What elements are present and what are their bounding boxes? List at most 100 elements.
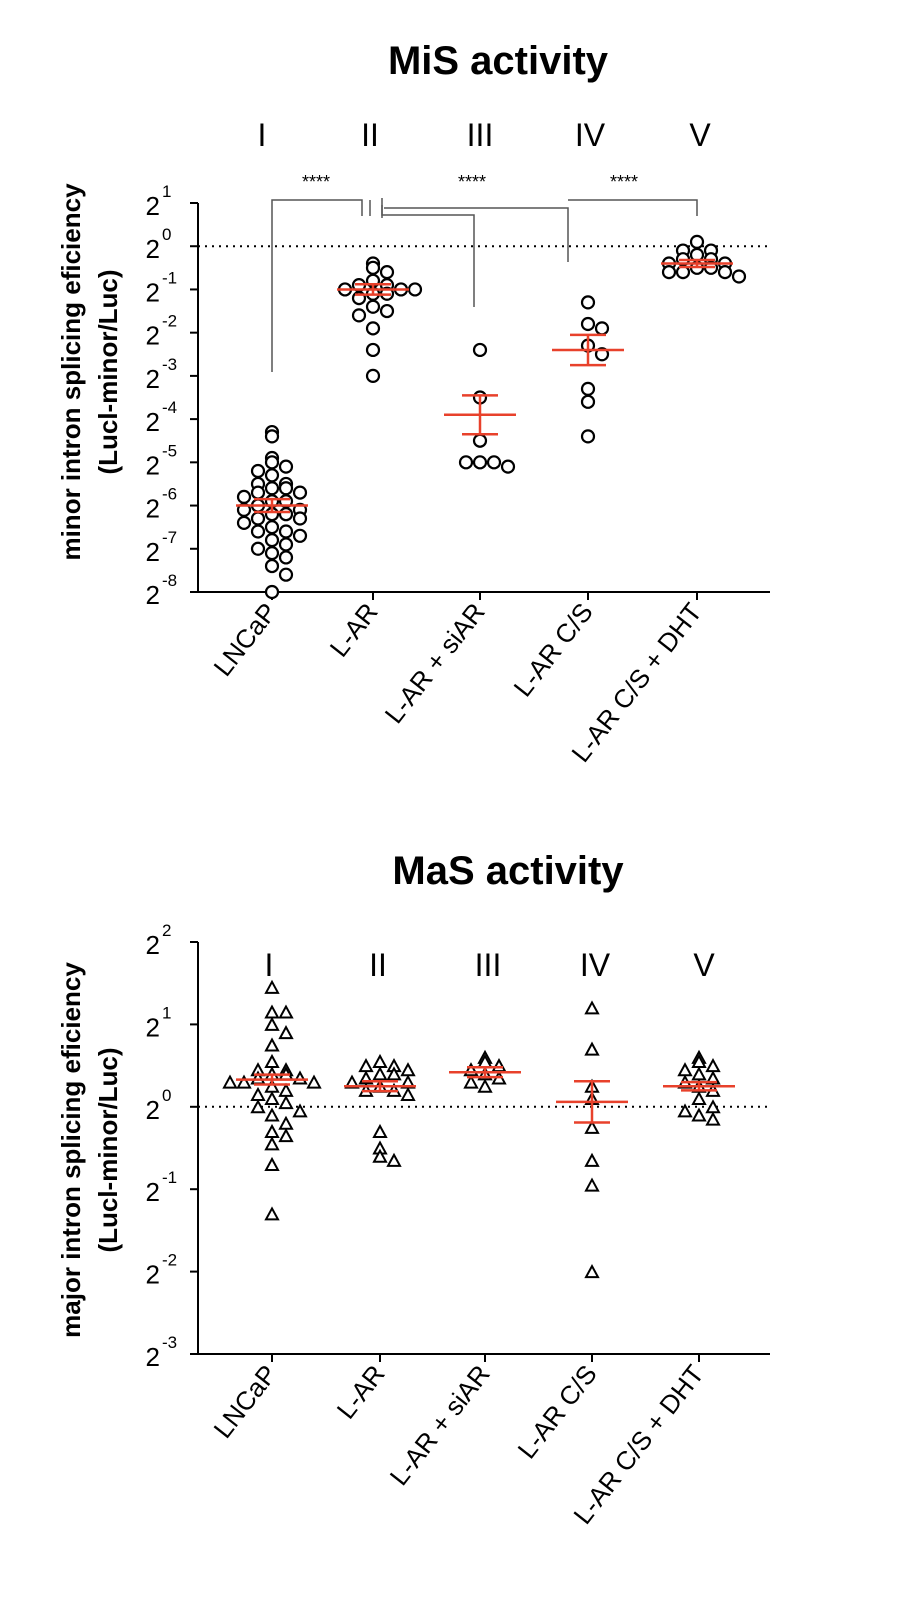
mas-axes: 2 22 12 02 -12 -22 -3 — [146, 921, 770, 1372]
mas-point-lncap — [278, 1128, 294, 1143]
mas-point-lncap — [292, 1070, 308, 1085]
mas-point-l-ar — [372, 1123, 388, 1139]
mis-point-l-ar-siar — [458, 455, 474, 470]
mis-point-l-ar-c-s-dht — [717, 265, 733, 280]
mis-point-lncap — [250, 485, 266, 500]
mis-point-lncap — [264, 429, 280, 444]
mis-point-lncap — [278, 459, 294, 474]
mis-point-l-ar-siar — [500, 459, 516, 474]
mas-ytick-base: 2 — [146, 1095, 160, 1125]
mas-point-lncap — [250, 1086, 266, 1101]
mis-point-l-ar-c-s-dht — [689, 234, 705, 249]
mas-point-lncap — [264, 1053, 280, 1068]
mis-point-l-ar-c-s — [580, 381, 596, 396]
mas-point-lncap — [278, 1004, 294, 1019]
mas-ytick-exponent: -1 — [162, 1168, 177, 1187]
mis-point-lncap — [264, 481, 280, 496]
mis-data — [236, 234, 747, 600]
mis-point-lncap — [250, 541, 266, 556]
mas-point-l-ar-c-s-dht — [677, 1062, 693, 1077]
mis-point-lncap — [264, 545, 280, 561]
mas-group-label: V — [693, 947, 715, 983]
mas-point-lncap — [278, 1095, 294, 1110]
mis-point-lncap — [264, 468, 280, 483]
mis-point-l-ar-siar — [472, 455, 488, 470]
mis-group-label: V — [689, 117, 711, 153]
mas-point-lncap — [264, 979, 280, 994]
mis-point-lncap — [292, 528, 308, 543]
mas-point-lncap — [292, 1103, 308, 1118]
mis-ylabel-line1: minor intron splicing eficiency — [56, 183, 86, 561]
mas-point-l-ar — [372, 1148, 388, 1163]
mas-point-l-ar — [400, 1086, 416, 1101]
mis-point-lncap — [250, 463, 266, 479]
mis-ytick-base: 2 — [146, 450, 160, 480]
mas-point-lncap — [264, 1090, 280, 1106]
mas-point-l-ar — [400, 1062, 416, 1077]
mis-point-l-ar — [351, 308, 367, 323]
mas-point-l-ar-c-s — [584, 1041, 600, 1056]
mis-point-lncap — [278, 524, 294, 539]
mis-ytick-exponent: 0 — [162, 225, 171, 244]
mas-data — [222, 979, 735, 1279]
mis-group-label: III — [467, 117, 494, 153]
mis-group-label: I — [258, 117, 267, 153]
mis-axes: 2 12 02 -12 -22 -32 -42 -52 -62 -72 -8 — [146, 182, 770, 610]
mas-title: MaS activity — [392, 849, 624, 893]
mas-point-lncap — [250, 1099, 266, 1114]
mas-point-l-ar-c-s-dht — [677, 1103, 693, 1118]
mas-point-l-ar-c-s — [584, 1119, 600, 1134]
mas-point-lncap — [278, 1082, 294, 1097]
mis-point-l-ar-c-s — [580, 429, 596, 444]
mas-ytick-exponent: 0 — [162, 1086, 171, 1105]
mis-ytick-exponent: 1 — [162, 182, 171, 201]
mis-significance-stars: **** — [458, 172, 486, 192]
mis-ytick-base: 2 — [146, 191, 160, 221]
mis-significance-stars: **** — [302, 172, 330, 192]
mis-point-l-ar-siar — [472, 342, 488, 358]
mis-point-lncap — [292, 485, 308, 500]
mis-ytick-base: 2 — [146, 494, 160, 524]
mas-point-lncap — [264, 1107, 280, 1122]
mas-ytick-base: 2 — [146, 1177, 160, 1207]
mas-point-l-ar-c-s — [584, 1264, 600, 1279]
mis-significance-bracket — [568, 199, 698, 216]
mas-ytick-base: 2 — [146, 930, 160, 960]
mis-ytick-exponent: -1 — [162, 268, 177, 287]
mas-point-l-ar — [344, 1074, 360, 1089]
mis-ytick-exponent: -4 — [162, 398, 177, 417]
mas-point-lncap — [306, 1074, 322, 1089]
mis-ytick-base: 2 — [146, 277, 160, 307]
mas-ytick-exponent: -3 — [162, 1333, 177, 1352]
mis-panel: MiS activity minor intron splicing efici… — [56, 39, 770, 768]
mis-point-lncap — [264, 533, 280, 548]
mas-point-lncap — [264, 1004, 280, 1019]
mis-point-l-ar-c-s — [580, 316, 596, 332]
mis-ytick-exponent: -3 — [162, 355, 177, 374]
mas-point-lncap — [278, 1025, 294, 1040]
mas-point-l-ar-siar — [477, 1078, 493, 1093]
mas-point-lncap — [264, 1016, 280, 1031]
mas-category-label: L-AR C/S — [511, 1359, 602, 1464]
mas-group-label: I — [265, 947, 274, 983]
mis-point-lncap — [236, 489, 252, 505]
mis-ytick-exponent: -7 — [162, 528, 177, 547]
mas-point-l-ar-c-s — [584, 1152, 600, 1167]
mis-point-l-ar-c-s — [594, 321, 610, 336]
mis-point-l-ar — [407, 282, 423, 297]
mas-point-lncap — [264, 1037, 280, 1052]
mas-point-l-ar — [386, 1066, 402, 1081]
mas-category-label: L-AR + siAR — [384, 1359, 496, 1491]
mas-point-l-ar — [386, 1152, 402, 1167]
mis-ytick-exponent: -8 — [162, 571, 177, 590]
mis-point-lncap — [278, 537, 294, 552]
mis-ytick-base: 2 — [146, 537, 160, 567]
mas-ylabel-line1: major intron splicing eficiency — [56, 962, 86, 1338]
mas-group-label: III — [475, 947, 502, 983]
mas-group-label: II — [369, 947, 387, 983]
mis-point-lncap — [278, 507, 294, 522]
mis-point-l-ar-c-s-dht — [731, 269, 747, 284]
mas-point-l-ar-c-s-dht — [691, 1090, 707, 1106]
mas-point-lncap — [236, 1074, 252, 1089]
mis-point-l-ar-c-s — [580, 394, 596, 409]
